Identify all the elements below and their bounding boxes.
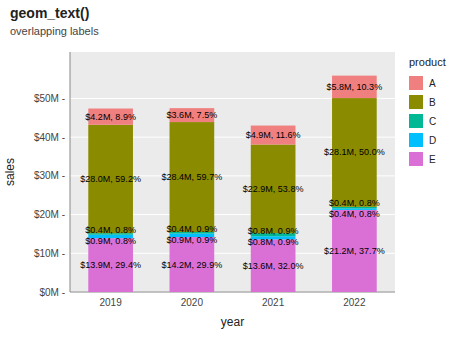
- legend-label: E: [429, 154, 436, 165]
- title: geom_text(): [10, 5, 89, 21]
- y-axis-title: sales: [3, 158, 17, 186]
- y-tick-label: $30M -: [34, 170, 65, 181]
- data-label: $13.9M, 29.4%: [80, 260, 141, 270]
- legend: product ABCDE: [409, 56, 446, 166]
- y-tick-label: $20M -: [34, 209, 65, 220]
- legend-label: D: [429, 135, 436, 146]
- data-label: $13.6M, 32.0%: [243, 261, 304, 271]
- grid: [70, 98, 395, 292]
- data-label: $4.2M, 8.9%: [85, 112, 136, 122]
- y-tick-label: $0M -: [39, 287, 65, 298]
- data-label: $28.1M, 50.0%: [324, 147, 385, 157]
- x-tick-label: 2020: [181, 297, 204, 308]
- x-axis-title: year: [221, 315, 244, 329]
- data-label: $0.4M, 0.8%: [85, 225, 136, 235]
- legend-swatch: [409, 133, 423, 147]
- data-label: $0.4M, 0.8%: [329, 198, 380, 208]
- data-label: $0.4M, 0.8%: [329, 209, 380, 219]
- data-label: $28.4M, 59.7%: [162, 172, 223, 182]
- data-label: $0.4M, 0.9%: [167, 224, 218, 234]
- data-label: $21.2M, 37.7%: [324, 246, 385, 256]
- data-label: $0.8M, 0.9%: [248, 226, 299, 236]
- data-label: $3.6M, 7.5%: [167, 110, 218, 120]
- data-label: $22.9M, 53.8%: [243, 184, 304, 194]
- legend-swatch: [409, 95, 423, 109]
- data-label: $0.8M, 0.9%: [248, 237, 299, 247]
- legend-swatch: [409, 114, 423, 128]
- legend-label: A: [429, 78, 436, 89]
- legend-swatch: [409, 152, 423, 166]
- y-axis: $0M - $10M - $20M - $30M - $40M - $50M -: [34, 93, 65, 298]
- data-label: $14.2M, 29.9%: [162, 260, 223, 270]
- subtitle: overlapping labels: [10, 25, 99, 37]
- data-label: $0.9M, 0.9%: [167, 235, 218, 245]
- y-tick-label: $10M -: [34, 248, 65, 259]
- x-tick-label: 2022: [343, 297, 366, 308]
- y-tick-label: $50M -: [34, 93, 65, 104]
- data-labels: $13.9M, 29.4%$0.9M, 0.8%$0.4M, 0.8%$28.0…: [80, 82, 384, 271]
- plot-background: [70, 52, 395, 292]
- data-label: $4.9M, 11.6%: [246, 130, 301, 140]
- x-axis: 2019 2020 2021 2022: [100, 297, 366, 308]
- data-label: $5.8M, 10.3%: [327, 82, 383, 92]
- y-tick-label: $40M -: [34, 132, 65, 143]
- y-axis-line: [70, 52, 71, 292]
- x-tick-label: 2021: [262, 297, 285, 308]
- legend-label: C: [429, 116, 436, 127]
- chart: geom_text() overlapping labels $0M - $10M -…: [0, 0, 474, 338]
- legend-label: B: [429, 97, 436, 108]
- legend-swatch: [409, 76, 423, 90]
- x-tick-label: 2019: [100, 297, 123, 308]
- legend-title: product: [409, 56, 446, 68]
- data-label: $28.0M, 59.2%: [80, 174, 141, 184]
- data-label: $0.9M, 0.8%: [85, 236, 136, 246]
